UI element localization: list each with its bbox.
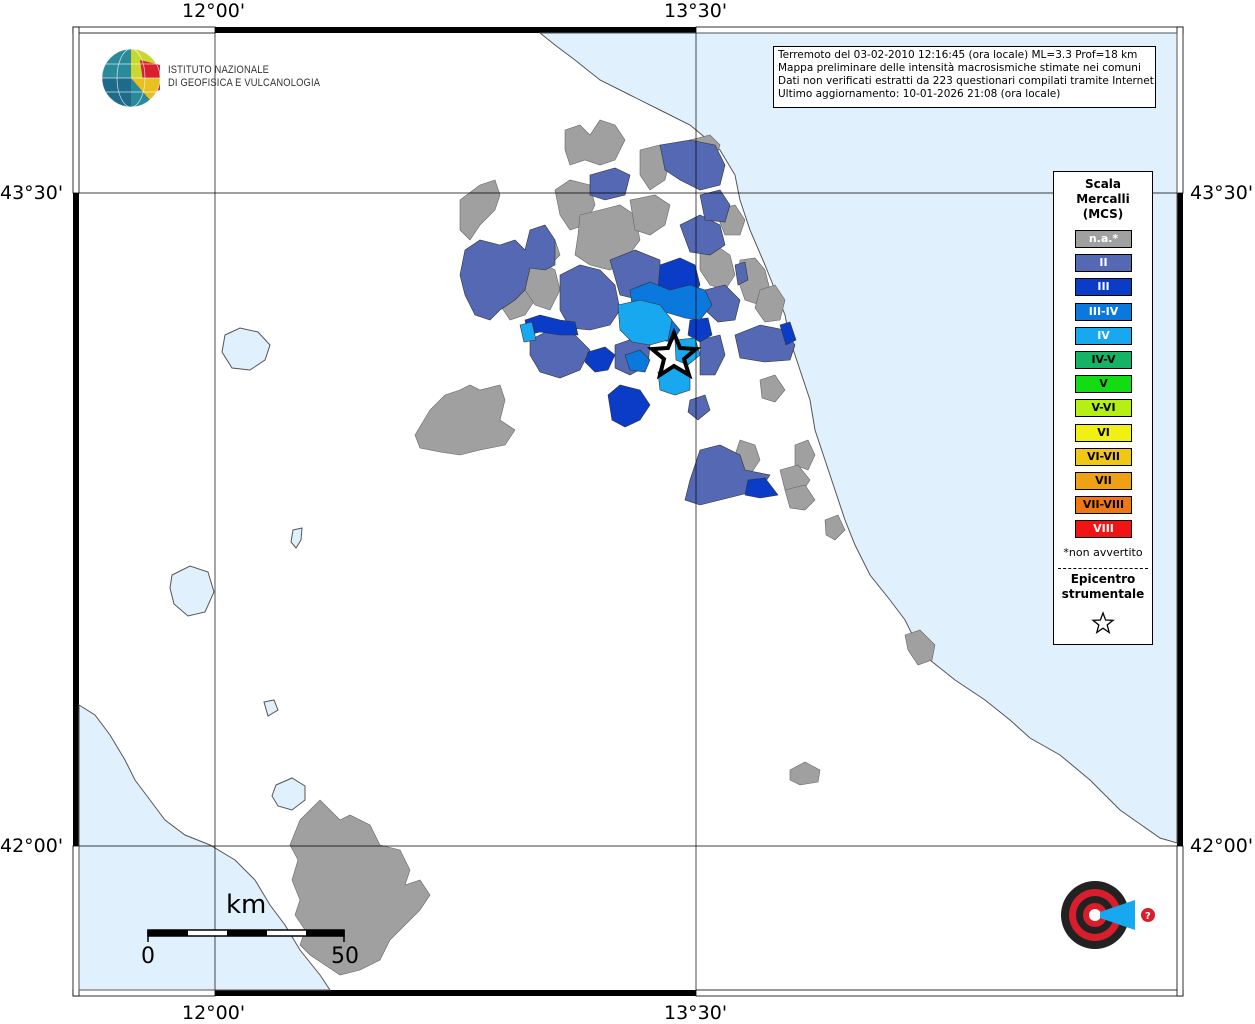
lon-label-top-left: 12°00' [182,0,246,22]
lake-trasimeno [221,327,271,371]
adriatic-sea [538,32,1178,844]
event-info-line4: Ultimo aggiornamento: 10-01-2026 21:08 (… [778,88,1061,100]
lake-small-2 [290,527,303,549]
event-info-line3: Dati non verificati estratti da 223 ques… [778,75,1158,87]
legend-swatch-10: VII [1075,472,1132,490]
lat-label-left-bottom: 42°00' [0,835,64,857]
scale-bar-end: 50 [331,944,359,969]
scale-bar-start: 0 [141,944,155,969]
legend-title: Scala Mercalli (MCS) [1054,177,1152,222]
legend-epicentre-line2: strumentale [1061,587,1145,601]
event-info-box: Terremoto del 03-02-2010 12:16:45 (ora l… [773,46,1158,108]
legend-swatch-7: V-VI [1075,399,1132,418]
legend-title-line3: (MCS) [1082,207,1124,221]
ingv-name: ISTITUTO NAZIONALE DI GEOFISICA E VULCAN… [168,64,320,90]
scale-bar [147,929,345,942]
legend-title-line1: Scala [1084,177,1122,191]
mcs-legend: Scala Mercalli (MCS) n.a.* II III III-IV IV I… [1053,171,1153,645]
legend-swatch-9: VI-VII [1075,447,1132,466]
lat-label-right-top: 43°30' [1190,182,1254,204]
legend-swatch-4: IV [1075,326,1132,345]
haisentito-logo: ? [1061,881,1155,949]
epicenter-star [646,327,702,380]
map-area: ? [78,32,1178,991]
lon-label-bottom-left: 12°00' [182,1002,246,1024]
legend-swatch-5: IV-V [1075,351,1132,369]
legend-swatch-6: V [1075,375,1132,394]
graticule [79,33,1177,990]
legend-swatch-12: VIII [1075,520,1132,539]
legend-swatch-8: VI [1075,423,1132,442]
ingv-globe-logo [101,48,161,108]
legend-swatch-3: III-IV [1075,302,1132,321]
lon-label-top-right: 13°30' [664,0,728,22]
svg-text:?: ? [1145,911,1151,922]
scale-bar-unit: km [226,890,267,920]
legend-title-line2: Mercalli [1076,192,1130,206]
lake-bracciano [271,777,306,811]
legend-swatch-11: VII-VIII [1075,496,1132,515]
legend-swatch-2: III [1075,278,1132,297]
legend-note: *non avvertito [1063,546,1143,559]
intensity-IV-areas [519,299,701,396]
lake-bolsena [169,565,215,617]
ingv-name-line1: ISTITUTO NAZIONALE [168,64,270,76]
tyrrhenian-sea [78,704,331,991]
lat-label-right-bottom: 42°00' [1190,835,1254,857]
legend-swatch-0: n.a.* [1075,230,1132,248]
legend-star-icon [1091,611,1115,635]
lake-small-1 [263,699,279,717]
legend-epicentre-label: Epicentro strumentale [1054,572,1152,602]
ingv-name-line2: DI GEOFISICA E VULCANOLOGIA [168,77,321,89]
lon-label-bottom-right: 13°30' [664,1002,728,1024]
legend-swatch-1: II [1075,254,1132,273]
event-info-line1: Terremoto del 03-02-2010 12:16:45 (ora l… [778,49,1138,61]
event-info-line2: Mappa preliminare delle intensità macros… [778,62,1141,74]
lat-label-left-top: 43°30' [0,182,64,204]
legend-epicentre-line1: Epicentro [1070,572,1136,586]
legend-divider [1058,568,1148,569]
